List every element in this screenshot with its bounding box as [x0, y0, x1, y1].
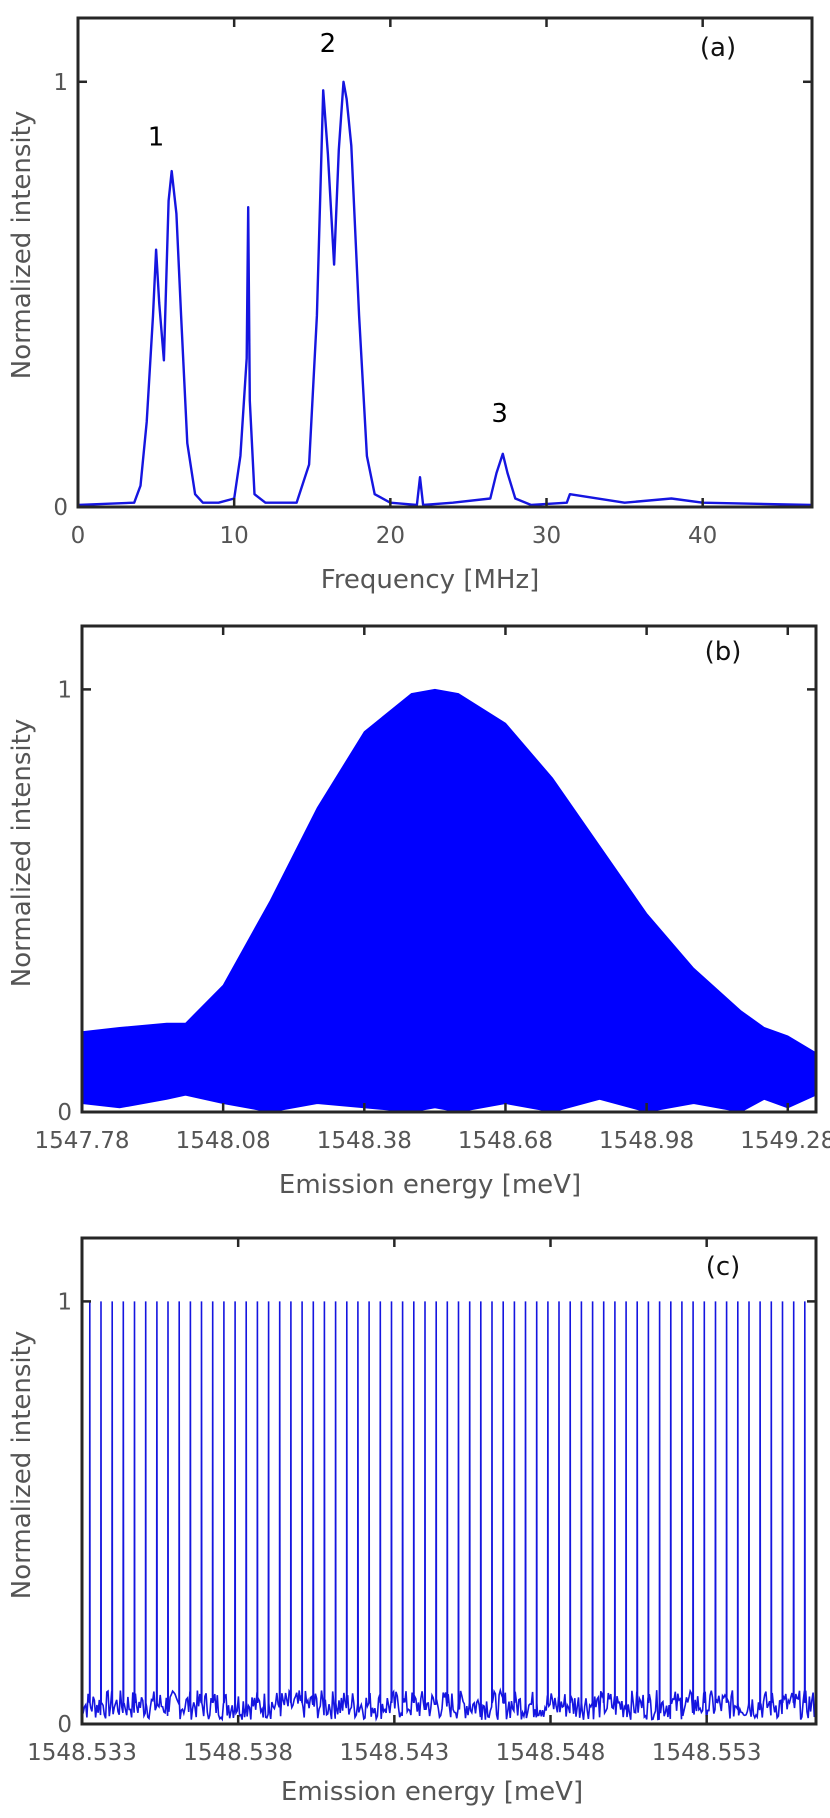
- x-tick-label: 1549.28: [740, 1128, 830, 1154]
- x-axis-title: Emission energy [meV]: [281, 1777, 583, 1807]
- x-tick-label: 1548.38: [317, 1128, 412, 1154]
- panel-label: (b): [705, 637, 742, 667]
- chart-panel-a: Normalized intensity Frequency [MHz] (a)…: [7, 16, 814, 595]
- x-tick-label: 1548.553: [652, 1740, 762, 1766]
- series-line: [82, 1301, 816, 1722]
- series-line: [78, 80, 812, 507]
- y-axis-title: Normalized intensity: [7, 111, 37, 379]
- x-tick-label: 1547.78: [34, 1128, 129, 1154]
- x-tick-label: 1548.543: [339, 1740, 449, 1766]
- plot-frame: [80, 1236, 818, 1726]
- plot-area: [82, 1301, 816, 1722]
- peak-annotation: 2: [320, 29, 337, 59]
- x-tick-label: 1548.533: [27, 1740, 137, 1766]
- x-tick-label: 20: [376, 523, 405, 549]
- plot-area: [82, 688, 816, 1112]
- panel-label: (c): [706, 1252, 741, 1282]
- x-tick-label: 10: [220, 523, 249, 549]
- x-tick-label: 1548.08: [176, 1128, 271, 1154]
- chart-panel-c: Normalized intensity Emission energy [me…: [7, 1236, 818, 1807]
- y-tick-label: 1: [57, 677, 72, 703]
- y-tick-label: 0: [57, 1712, 72, 1738]
- x-tick-label: 40: [688, 523, 717, 549]
- y-tick-label: 1: [53, 70, 68, 96]
- y-axis-title: Normalized intensity: [7, 719, 37, 987]
- y-tick-label: 1: [57, 1289, 72, 1315]
- peak-annotation: 3: [491, 399, 508, 429]
- x-tick-label: 30: [532, 523, 561, 549]
- plot-frame: [76, 16, 814, 509]
- x-tick-label: 1548.548: [496, 1740, 606, 1766]
- y-axis-title: Normalized intensity: [7, 1331, 37, 1599]
- chart-panel-b: Normalized intensity Emission energy [me…: [7, 624, 830, 1200]
- series-area: [82, 688, 816, 1112]
- x-tick-label: 1548.98: [599, 1128, 694, 1154]
- x-tick-label: 1548.538: [183, 1740, 293, 1766]
- peak-annotation: 1: [148, 123, 165, 153]
- x-axis-title: Frequency [MHz]: [321, 565, 540, 595]
- x-axis-title: Emission energy [meV]: [279, 1170, 581, 1200]
- x-tick-label: 0: [71, 523, 86, 549]
- panel-label: (a): [700, 33, 736, 63]
- plot-area: [78, 80, 812, 507]
- y-tick-label: 0: [57, 1100, 72, 1126]
- y-tick-label: 0: [53, 495, 68, 521]
- x-tick-label: 1548.68: [458, 1128, 553, 1154]
- plot-frame: [80, 624, 818, 1114]
